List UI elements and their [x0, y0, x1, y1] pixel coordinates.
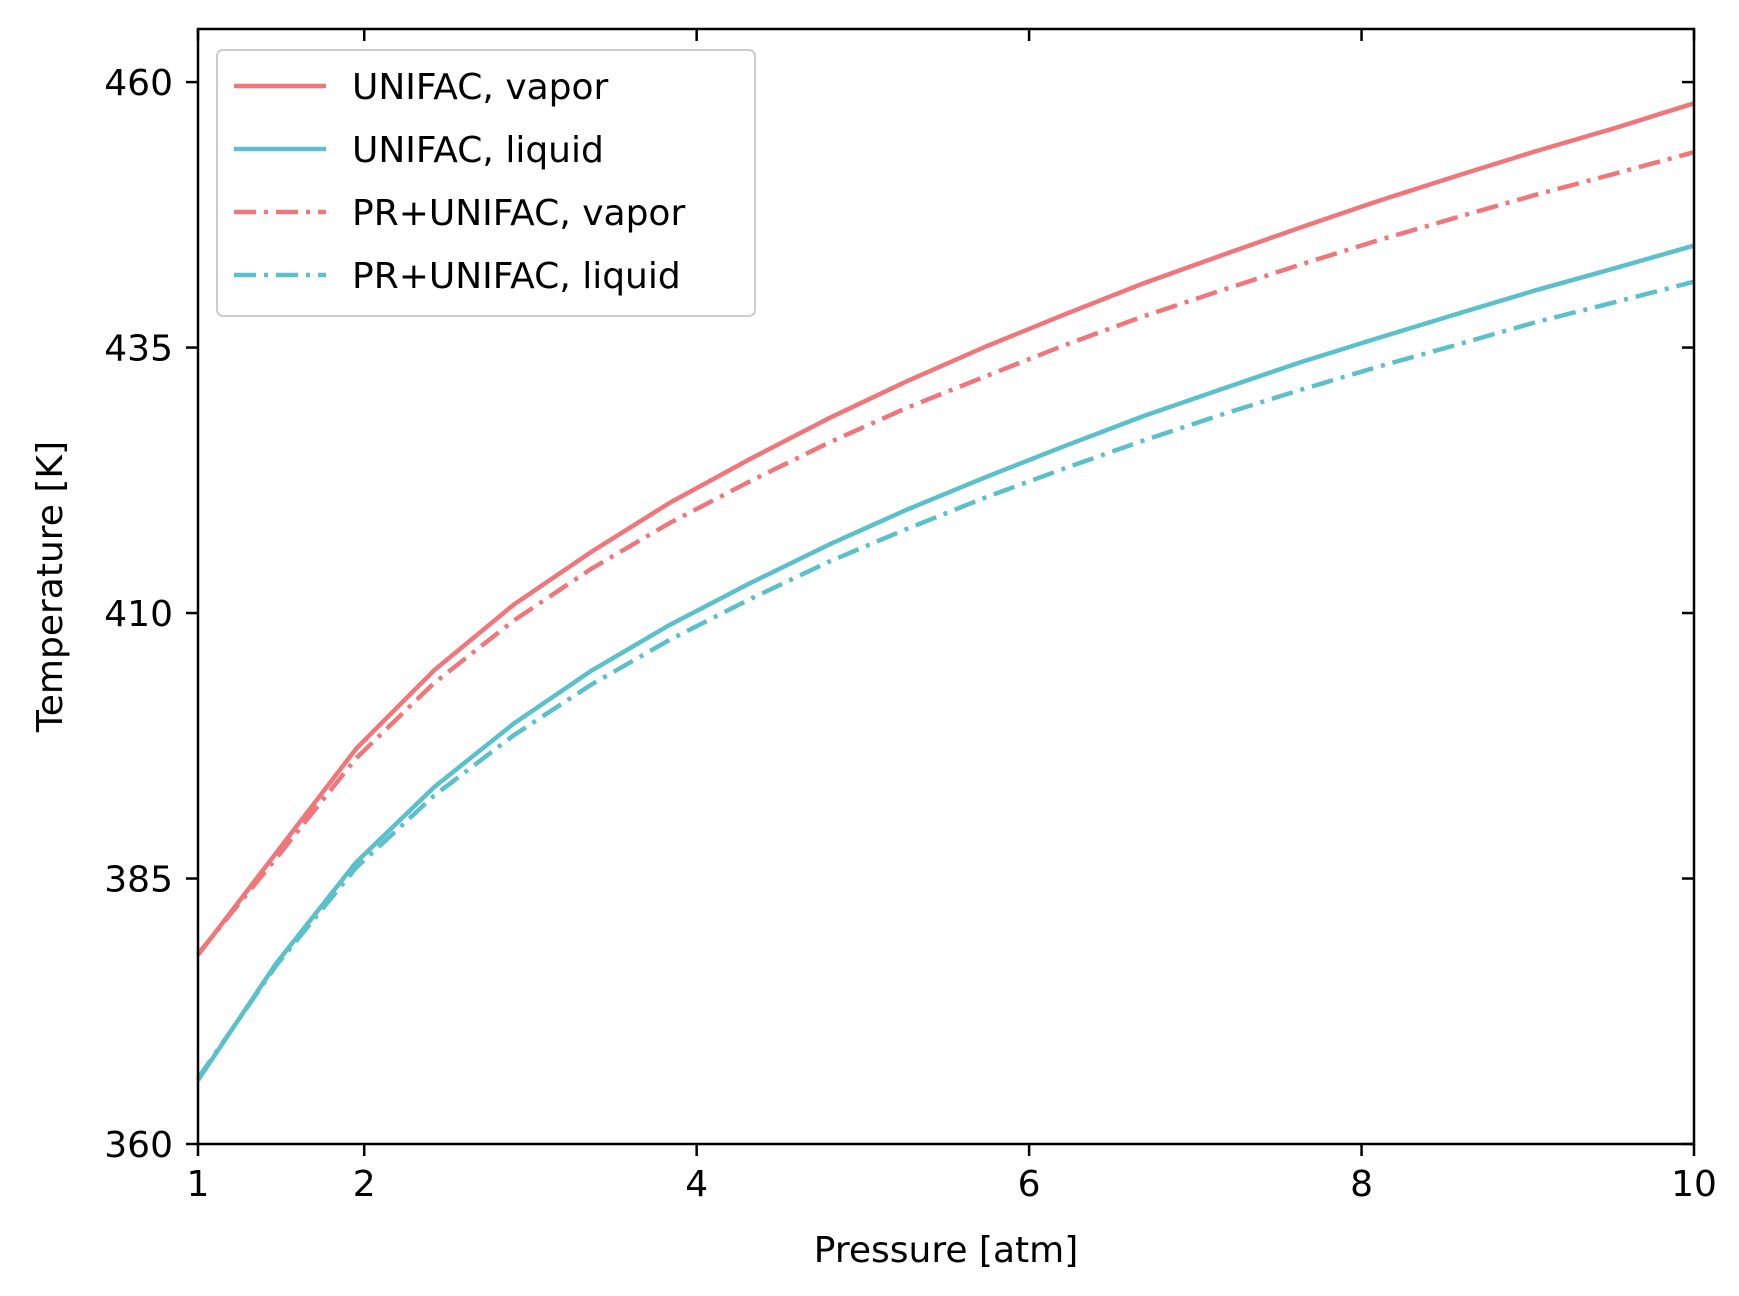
- legend: UNIFAC, vapor UNIFAC, liquid PR+UNIFAC, va…: [216, 49, 756, 317]
- x-tick-label: 4: [685, 1164, 708, 1205]
- y-axis-title: Temperature [K]: [30, 441, 71, 733]
- legend-label-3: PR+UNIFAC, vapor: [352, 193, 685, 234]
- x-tick-label: 1: [187, 1164, 210, 1205]
- series-layer: [196, 101, 1695, 1082]
- legend-entries: UNIFAC, vapor UNIFAC, liquid PR+UNIFAC, va…: [234, 67, 685, 297]
- y-tick-label: 410: [104, 594, 173, 635]
- legend-label-1: UNIFAC, vapor: [352, 67, 609, 108]
- series-line-3: [196, 150, 1695, 956]
- y-tick-label: 435: [104, 329, 173, 370]
- x-tick-label: 2: [353, 1164, 376, 1205]
- legend-label-2: UNIFAC, liquid: [352, 130, 604, 171]
- plot-frame: [196, 27, 1696, 1146]
- series-line-4: [196, 279, 1695, 1080]
- legend-box: [216, 49, 756, 317]
- series-line-1: [196, 101, 1695, 957]
- legend-label-4: PR+UNIFAC, liquid: [352, 256, 681, 297]
- x-tick-label: 8: [1350, 1164, 1373, 1205]
- ticks-layer: 1 2 4 6 8 10 360 385 410 435 460: [104, 29, 1717, 1205]
- y-tick-label: 385: [104, 860, 173, 901]
- x-tick-label: 6: [1018, 1164, 1041, 1205]
- x-axis-title: Pressure [atm]: [814, 1230, 1079, 1271]
- x-tick-label: 10: [1671, 1164, 1717, 1205]
- y-tick-label: 460: [104, 63, 173, 104]
- y-tick-label: 360: [104, 1125, 173, 1166]
- series-line-2: [196, 243, 1695, 1082]
